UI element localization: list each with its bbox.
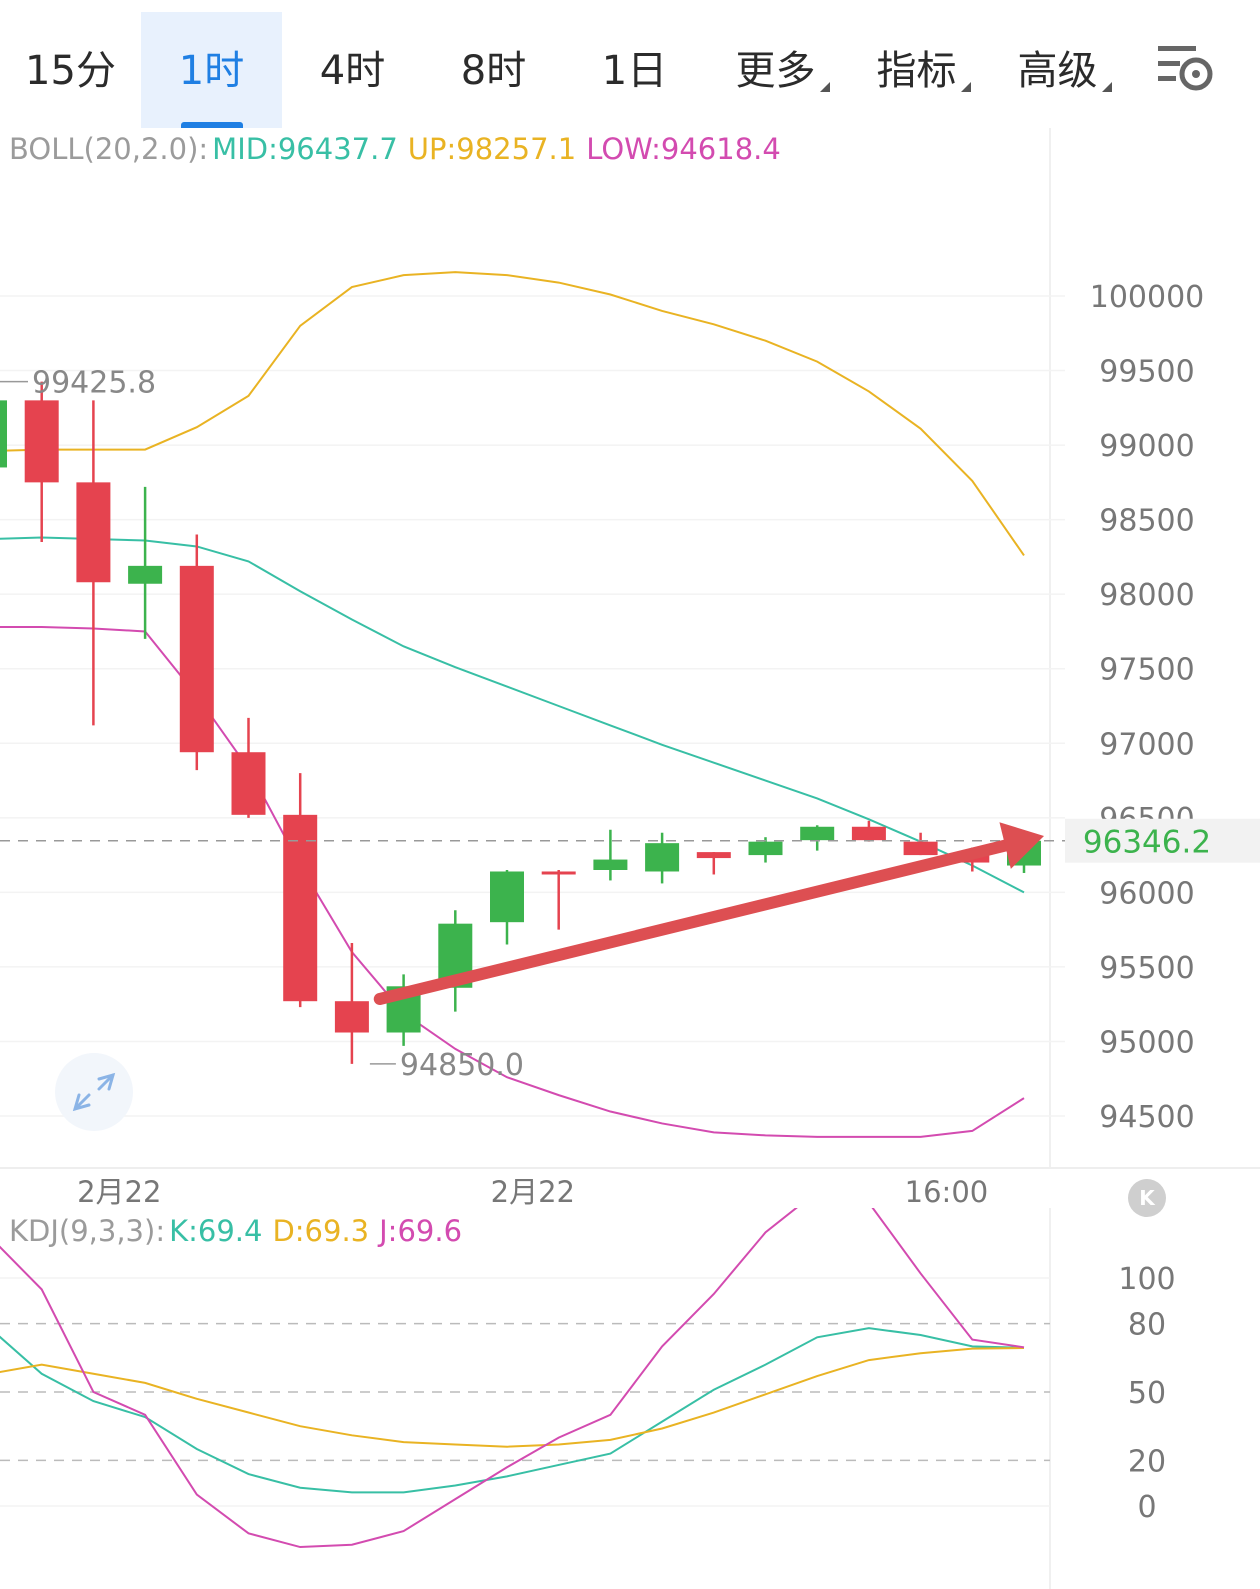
k-badge[interactable]: K — [1128, 1179, 1166, 1217]
y-tick-label: 98500 — [1099, 504, 1194, 539]
tab-label: 更多 — [735, 48, 816, 94]
kdj-d-label: D:69.3 — [272, 1214, 370, 1248]
candle — [851, 820, 886, 842]
kdj-j-label: J:69.6 — [379, 1214, 463, 1248]
low-price-label: 94850.0 — [400, 1048, 524, 1083]
kdj-y-tick-label: 20 — [1128, 1444, 1166, 1479]
kdj-k-label: K:69.4 — [169, 1214, 263, 1248]
tab-label: 指标 — [876, 48, 957, 94]
tab-label: 8时 — [460, 48, 527, 94]
candle — [903, 832, 938, 856]
tab-label: 1时 — [178, 48, 245, 94]
candle — [438, 910, 473, 1012]
boll-up-label: UP:98257.1 — [407, 132, 577, 166]
boll-mid-label: MID:96437.7 — [212, 132, 398, 166]
y-tick-label: 97500 — [1099, 653, 1194, 688]
kdj-y-tick-label: 100 — [1118, 1262, 1175, 1297]
candle — [0, 400, 7, 468]
dropdown-caret-icon — [960, 82, 971, 92]
kdj-y-tick-label: 50 — [1128, 1376, 1166, 1411]
candle — [800, 825, 835, 851]
tab-4[interactable]: 1日 — [564, 12, 705, 128]
tab-5[interactable]: 更多 — [705, 12, 846, 128]
candle — [231, 717, 266, 818]
tab-0[interactable]: 15分 — [0, 12, 141, 128]
tab-6[interactable]: 指标 — [846, 12, 987, 128]
kdj-chart[interactable]: 100 80 50 20 0 — [0, 1208, 1260, 1589]
candle — [645, 832, 680, 884]
y-tick-label: 99000 — [1099, 429, 1194, 464]
x-tick-label: 2月22 — [77, 1175, 161, 1208]
candle — [541, 870, 576, 930]
y-tick-label: 95000 — [1099, 1025, 1194, 1060]
tab-1[interactable]: 1时 — [141, 12, 282, 128]
kdj-y-tick-label: 0 — [1137, 1490, 1156, 1525]
boll-lower-line — [0, 625, 1025, 1138]
boll-mid-line — [0, 536, 1025, 894]
dropdown-caret-icon — [819, 82, 830, 92]
y-tick-label: 95500 — [1099, 951, 1194, 986]
boll-upper-line — [0, 271, 1025, 556]
y-tick-label: 98000 — [1099, 578, 1194, 613]
expand-icon[interactable] — [55, 1053, 133, 1131]
boll-low-label: LOW:94618.4 — [586, 132, 781, 166]
boll-legend: BOLL(20,2.0): MID:96437.7 UP:98257.1 LOW:94… — [9, 132, 791, 166]
candle — [696, 852, 731, 875]
candle — [24, 381, 59, 542]
x-tick-label: 16:00 — [905, 1175, 989, 1208]
boll-name: BOLL(20,2.0): — [9, 132, 209, 166]
tab-2[interactable]: 4时 — [282, 12, 423, 128]
kdj-d-line — [0, 1346, 1025, 1448]
kdj-k-line — [0, 1327, 1025, 1494]
dropdown-caret-icon — [1101, 82, 1112, 92]
kdj-legend: KDJ(9,3,3): K:69.4 D:69.3 J:69.6 — [9, 1214, 472, 1248]
candle — [283, 773, 318, 1008]
y-tick-label: 100000 — [1090, 280, 1205, 315]
trend-arrow-head — [999, 822, 1044, 869]
last-price-label: 96346.2 — [1083, 825, 1211, 861]
y-tick-label: 94500 — [1099, 1100, 1194, 1135]
settings-icon[interactable] — [1158, 44, 1218, 96]
last-price-box — [1065, 818, 1260, 863]
trend-arrow-shaft — [373, 839, 1012, 1005]
tab-3[interactable]: 8时 — [423, 12, 564, 128]
tab-label: 4时 — [319, 48, 386, 94]
candle — [334, 943, 369, 1064]
y-tick-label: 99500 — [1099, 355, 1194, 390]
tab-7[interactable]: 高级 — [987, 12, 1128, 128]
y-tick-label: 96000 — [1099, 876, 1194, 911]
tab-label: 15分 — [25, 48, 116, 94]
candle — [593, 829, 628, 881]
high-price-label: 99425.8 — [32, 366, 156, 401]
candle — [76, 400, 111, 726]
kdj-name: KDJ(9,3,3): — [9, 1214, 166, 1248]
candlestick-chart[interactable]: 1000009950099000985009800097500970009650… — [0, 128, 1260, 1208]
x-tick-label: 2月22 — [491, 1175, 575, 1208]
candle — [128, 486, 163, 639]
timeframe-tabs: 15分 1时 4时 8时 1日 更多 指标 高级 — [0, 0, 1260, 128]
tab-label: 高级 — [1017, 48, 1098, 94]
candle — [490, 870, 524, 945]
y-tick-label: 97000 — [1099, 727, 1194, 762]
kdj-j-line — [0, 1208, 1025, 1549]
candle — [179, 534, 214, 771]
kdj-y-tick-label: 80 — [1128, 1308, 1166, 1343]
tab-label: 1日 — [601, 48, 668, 94]
